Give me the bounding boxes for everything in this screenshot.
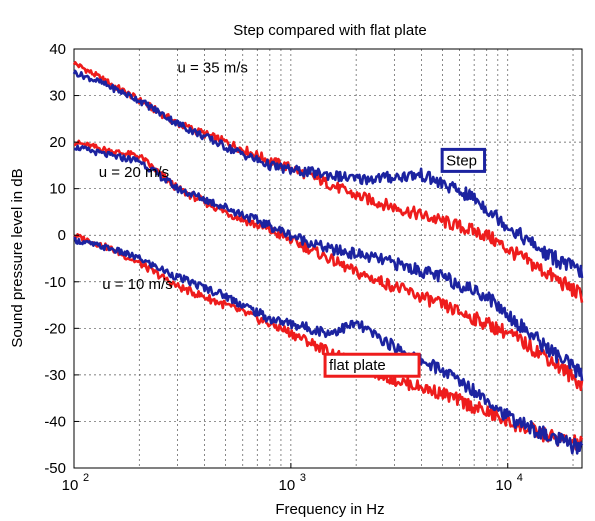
legend-label: Step xyxy=(446,152,477,169)
y-tick-label: 40 xyxy=(49,41,66,58)
y-ticks: 40 30 20 10 0 -10 -20 -30 -40 -50 xyxy=(44,41,79,477)
series-step-20-line xyxy=(73,144,584,381)
y-tick-label: 10 xyxy=(49,181,66,198)
legend-boxes: Step flat plate xyxy=(323,147,487,378)
x-tick-exponent: 3 xyxy=(300,472,306,484)
legend-box xyxy=(323,352,421,378)
grid xyxy=(74,49,582,468)
y-tick-label: -20 xyxy=(44,320,66,337)
plot-frame xyxy=(73,48,583,469)
y-tick-label: -40 xyxy=(44,413,66,430)
x-tick-label: 10 xyxy=(62,477,79,494)
annotations: u = 35 m/s u = 20 m/s u = 10 m/s xyxy=(99,59,248,292)
y-tick-label: -30 xyxy=(44,367,66,384)
series-step-35-line xyxy=(72,69,584,279)
y-axis-label: Sound pressure level in dB xyxy=(9,168,26,347)
y-tick-label: -10 xyxy=(44,274,66,291)
y-tick-label: 0 xyxy=(58,227,66,244)
legend-label: flat plate xyxy=(329,357,386,374)
legend-box xyxy=(440,147,487,173)
x-tick-exponent: 4 xyxy=(517,472,523,484)
series-flat-20-line xyxy=(73,139,584,392)
series-step-10-line xyxy=(73,236,584,455)
series-layer xyxy=(72,60,584,455)
x-tick-exponent: 2 xyxy=(83,472,89,484)
speed-annotation: u = 35 m/s xyxy=(177,59,247,76)
speed-annotation: u = 10 m/s xyxy=(102,276,172,293)
y-tick-label: 20 xyxy=(49,134,66,151)
speed-annotation: u = 20 m/s xyxy=(99,164,169,181)
x-ticks: 10 2 10 3 10 4 xyxy=(62,463,523,494)
x-tick-label: 10 xyxy=(495,477,512,494)
x-axis-label: Frequency in Hz xyxy=(275,501,384,518)
x-tick-label: 10 xyxy=(279,477,296,494)
y-tick-label: -50 xyxy=(44,460,66,477)
y-tick-label: 30 xyxy=(49,88,66,105)
chart-title: Step compared with flat plate xyxy=(233,22,426,39)
